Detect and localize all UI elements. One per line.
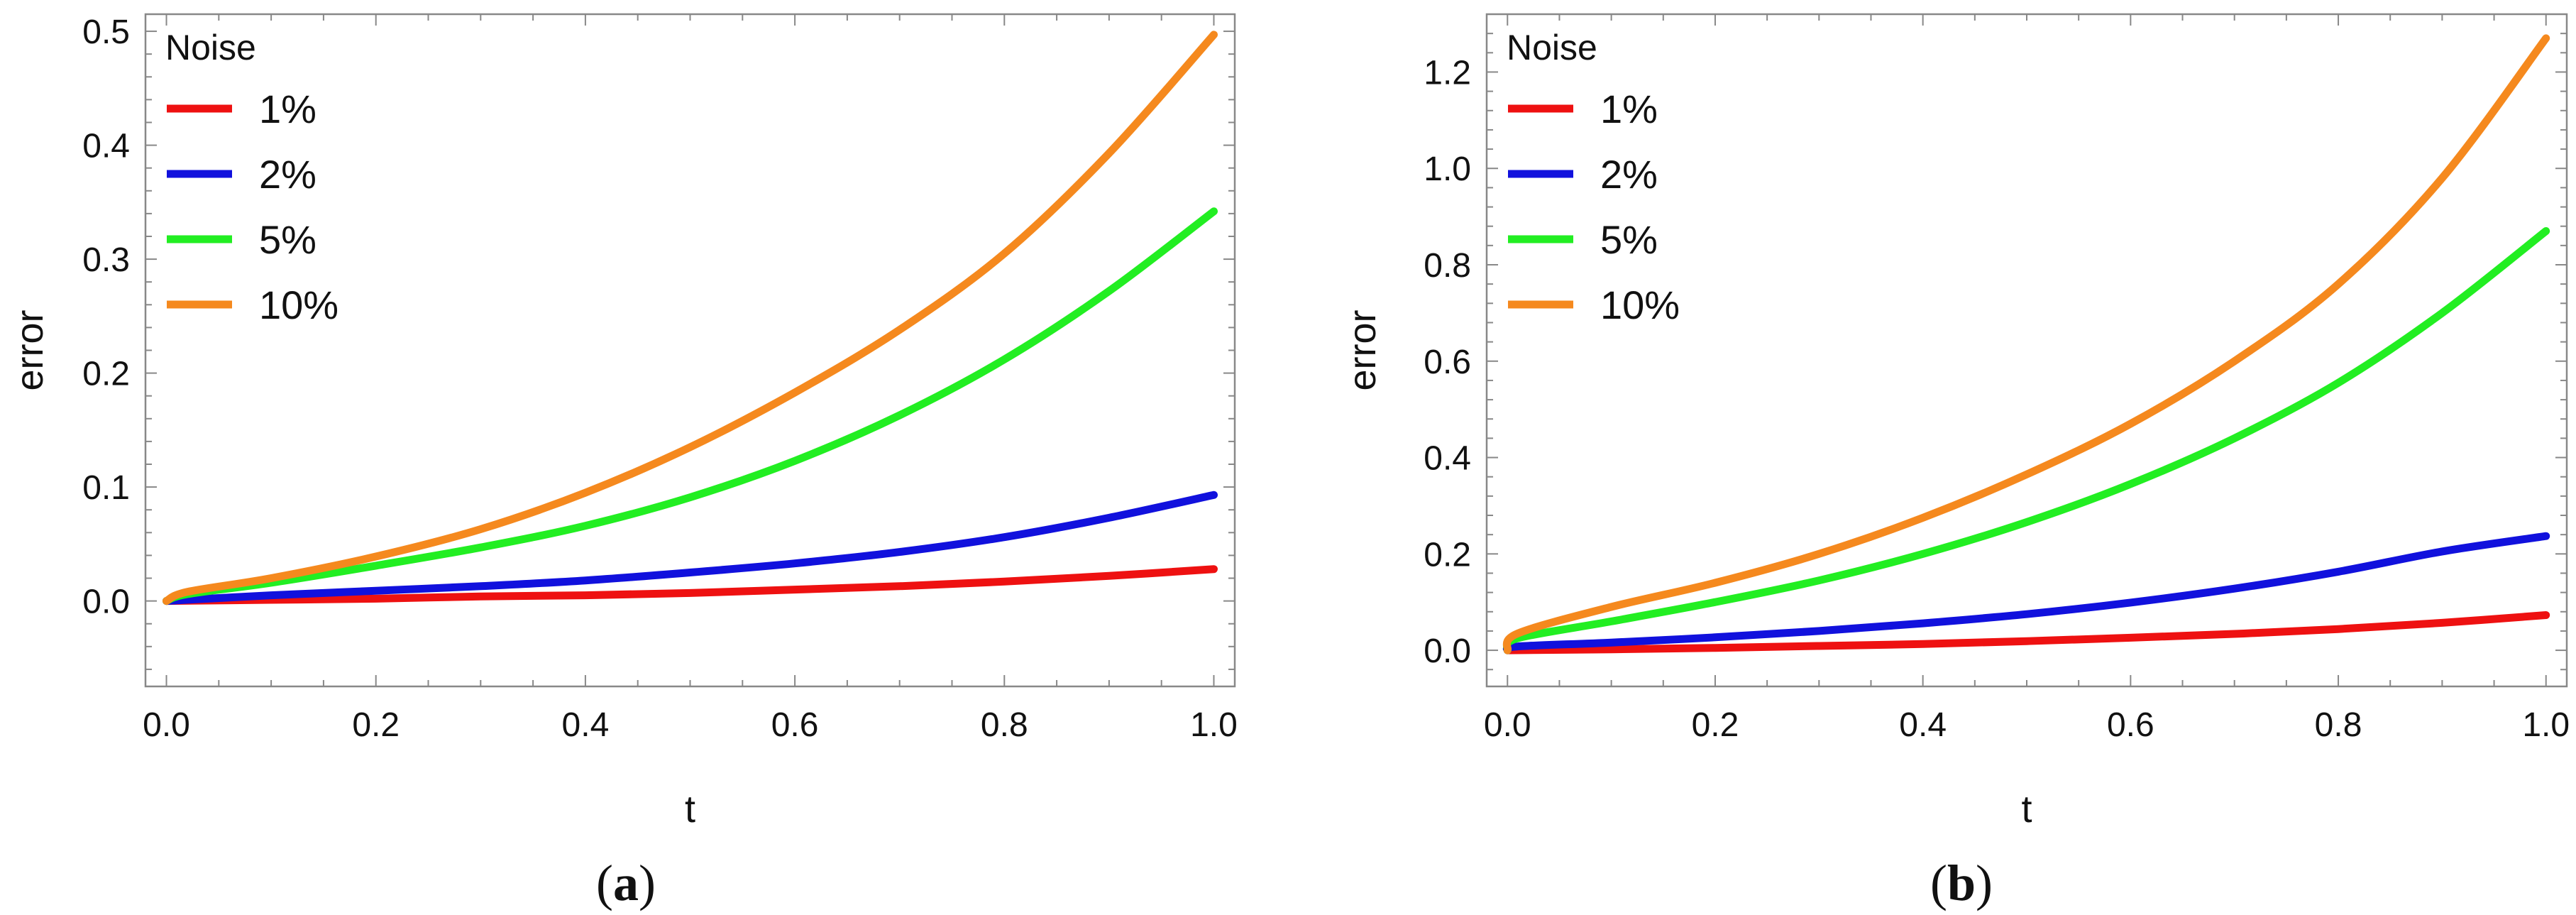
- y-tick-label: 0.0: [82, 583, 130, 621]
- legend-title: Noise: [1507, 28, 1597, 67]
- x-tick-label: 0.8: [2315, 706, 2362, 744]
- y-tick-label: 1.0: [1424, 150, 1471, 188]
- x-tick-label: 1.0: [2522, 706, 2570, 744]
- series-line-10pct: [163, 31, 1218, 606]
- legend-label: 1%: [1600, 87, 1658, 131]
- x-tick-label: 0.6: [771, 706, 819, 744]
- y-tick-label: 0.1: [82, 469, 130, 507]
- y-tick-label: 0.2: [82, 356, 130, 393]
- x-axis-label: t: [685, 788, 695, 831]
- x-tick-label: 0.4: [562, 706, 610, 744]
- panel-caption: (a): [596, 855, 656, 911]
- y-tick-label: 0.4: [82, 128, 130, 165]
- series-line-1pct: [163, 565, 1218, 606]
- x-tick-label: 1.0: [1190, 706, 1238, 744]
- y-tick-label: 0.5: [82, 13, 130, 51]
- legend-label: 10%: [259, 283, 338, 327]
- x-tick-label: 0.8: [981, 706, 1028, 744]
- x-axis-label: t: [2021, 788, 2032, 831]
- legend-label: 2%: [1600, 152, 1658, 197]
- series-line-5pct: [1502, 227, 2550, 654]
- series-line-1pct: [1503, 611, 2550, 654]
- legend-label: 1%: [259, 87, 317, 131]
- y-tick-label: 0.3: [82, 241, 130, 279]
- y-tick-label: 0.4: [1424, 440, 1471, 478]
- series-line-2pct: [163, 491, 1218, 606]
- legend-label: 10%: [1600, 283, 1680, 327]
- panel-b: 0.0 0.2 0.4 0.6 0.8 1.0 0.0 0.2 0.4 0.6 0.8 1.0 1.2 t…: [1341, 13, 2570, 911]
- series-line-2pct: [1502, 532, 2550, 654]
- y-axis-label: error: [9, 309, 51, 390]
- y-tick-label: 1.2: [1424, 54, 1471, 92]
- legend-title: Noise: [165, 28, 256, 67]
- legend-label: 5%: [1600, 217, 1658, 262]
- y-axis-label: error: [1341, 309, 1384, 390]
- x-tick-label: 0.0: [1484, 706, 1531, 744]
- x-tick-label: 0.6: [2107, 706, 2154, 744]
- x-tick-label: 0.0: [143, 706, 190, 744]
- y-tick-label: 0.8: [1424, 247, 1471, 285]
- panel-caption: (b): [1930, 855, 1993, 911]
- x-tick-label: 0.2: [1692, 706, 1739, 744]
- series-line-10pct: [1502, 34, 2550, 654]
- x-tick-label: 0.2: [352, 706, 400, 744]
- legend-label: 2%: [259, 152, 317, 197]
- panel-a: 0.0 0.2 0.4 0.6 0.8 1.0 0.0 0.1 0.2 0.3 0.4 0.5 t err…: [9, 13, 1238, 911]
- series-line-5pct: [163, 207, 1218, 606]
- legend-label: 5%: [259, 217, 317, 262]
- x-tick-label: 0.4: [1899, 706, 1947, 744]
- y-tick-label: 0.0: [1424, 632, 1471, 670]
- y-tick-label: 0.2: [1424, 536, 1471, 574]
- y-tick-label: 0.6: [1424, 344, 1471, 381]
